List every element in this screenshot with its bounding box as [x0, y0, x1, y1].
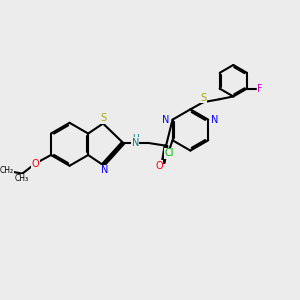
Text: S: S	[200, 93, 206, 103]
Text: Cl: Cl	[165, 148, 174, 158]
Text: S: S	[100, 113, 106, 123]
Text: F: F	[257, 84, 263, 94]
Text: N: N	[211, 115, 218, 125]
Text: N: N	[132, 138, 139, 148]
Text: CH₃: CH₃	[15, 174, 29, 183]
Text: O: O	[155, 161, 163, 171]
Text: H: H	[132, 134, 139, 143]
Text: O: O	[32, 159, 39, 169]
Text: N: N	[101, 165, 108, 175]
Text: N: N	[162, 115, 170, 125]
Text: CH₂: CH₂	[0, 166, 14, 175]
